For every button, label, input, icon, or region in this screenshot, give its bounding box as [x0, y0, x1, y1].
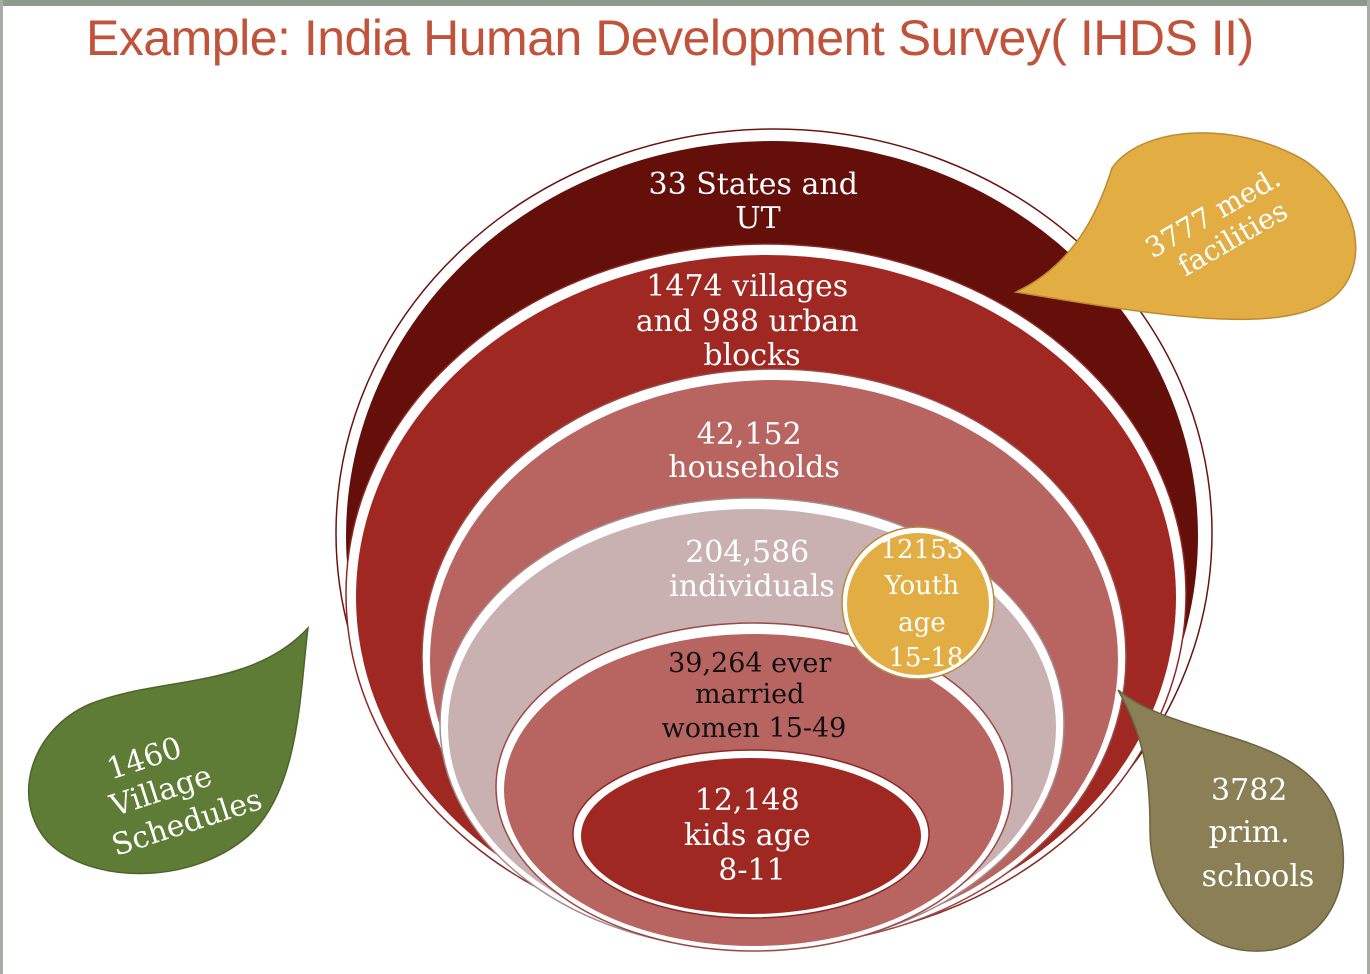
- label-youth: 12153 Youth age 15-18: [881, 535, 972, 673]
- callout-med-facilities: [1013, 132, 1357, 321]
- label-states: 33 States and UT: [649, 167, 868, 236]
- callout-primary-schools: [1117, 689, 1345, 952]
- label-villages: 1474 villages and 988 urban blocks: [636, 269, 868, 373]
- top-accent-bar: [0, 0, 1370, 6]
- slide-title: Example: India Human Development Survey(…: [86, 10, 1254, 66]
- callout-village-schedules: [27, 625, 310, 875]
- label-primary-schools: 3782 prim. schools: [1202, 773, 1315, 894]
- label-individuals: 204,586 individuals: [669, 535, 835, 604]
- label-women: 39,264 ever married women 15-49: [662, 648, 847, 744]
- left-edge-line: [0, 0, 3, 974]
- right-edge-line: [1367, 0, 1370, 974]
- label-households: 42,152 households: [668, 417, 839, 485]
- label-kids: 12,148 kids age 8-11: [684, 783, 820, 888]
- ellipse-kids: [572, 749, 930, 919]
- callout-youth: [841, 526, 995, 680]
